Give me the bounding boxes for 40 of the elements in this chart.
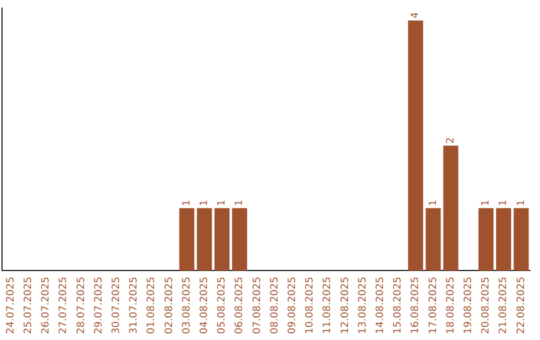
x-tick-label: 09.08.2025 (286, 276, 298, 334)
data-label: 4 (410, 12, 422, 19)
data-label: 1 (216, 200, 228, 206)
x-tick-label: 25.07.2025 (22, 276, 34, 334)
x-tick-label: 02.08.2025 (164, 276, 175, 334)
data-label: 1 (181, 200, 192, 206)
x-tick-label: 12.08.2025 (340, 276, 351, 334)
x-tick-label: 07.08.2025 (252, 276, 263, 334)
x-tick-label: 03.08.2025 (181, 276, 192, 334)
data-label: 1 (234, 200, 246, 206)
x-tick-label: 06.08.2025 (234, 276, 246, 334)
x-tick-label: 18.08.2025 (445, 276, 456, 334)
x-tick-label: 04.08.2025 (198, 276, 210, 334)
x-tick-label: 21.08.2025 (498, 276, 510, 334)
data-label: 1 (480, 200, 492, 206)
x-tick-label: 05.08.2025 (216, 276, 228, 334)
x-tick-label: 24.07.2025 (5, 276, 16, 334)
data-label: 1 (428, 200, 439, 206)
x-tick-label: 01.08.2025 (146, 276, 158, 334)
x-tick-label: 22.08.2025 (516, 276, 527, 334)
x-tick-label: 11.08.2025 (322, 276, 334, 334)
x-tick-label: 30.07.2025 (110, 276, 122, 334)
data-label: 1 (198, 200, 210, 206)
x-tick-label: 28.07.2025 (76, 276, 87, 334)
x-tick-label: 16.08.2025 (410, 276, 422, 334)
x-tick-label: 27.07.2025 (58, 276, 70, 334)
x-tick-label: 31.07.2025 (128, 276, 140, 334)
x-tick-label: 13.08.2025 (357, 276, 368, 334)
x-tick-label: 14.08.2025 (374, 276, 386, 334)
x-tick-label: 08.08.2025 (269, 276, 280, 334)
x-tick-label: 10.08.2025 (304, 276, 316, 334)
x-tick-label: 26.07.2025 (40, 276, 52, 334)
x-tick-label: 20.08.2025 (480, 276, 492, 334)
x-tick-label: 17.08.2025 (428, 276, 439, 334)
x-tick-label: 19.08.2025 (462, 276, 474, 334)
x-tick-label: 29.07.2025 (93, 276, 104, 334)
x-tick-label: 15.08.2025 (392, 276, 404, 334)
data-label: 2 (445, 137, 456, 144)
data-label: 1 (498, 200, 510, 206)
data-label: 1 (516, 200, 527, 206)
